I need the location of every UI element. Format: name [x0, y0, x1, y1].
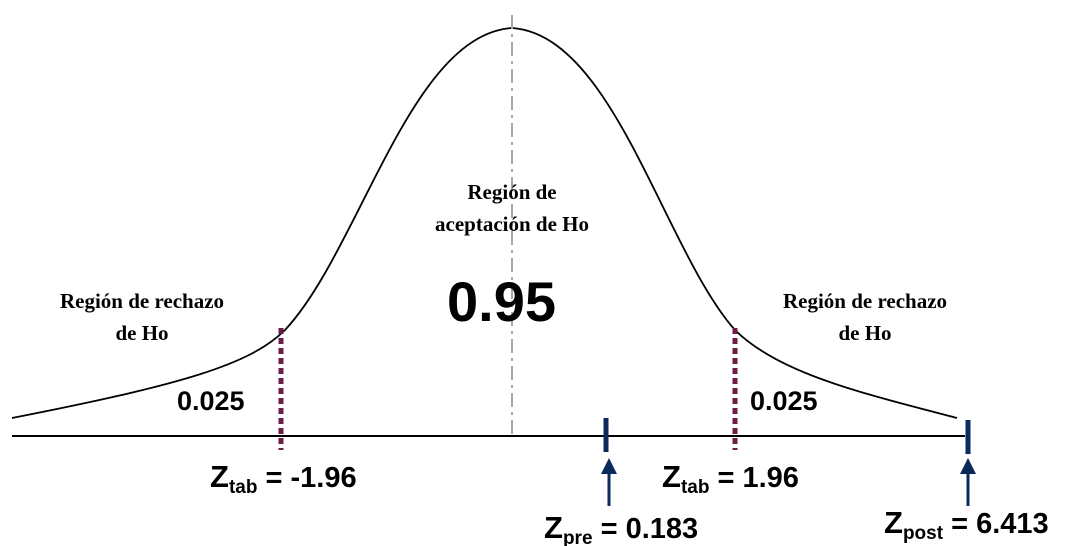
- acceptance-region-line-2: aceptación de Ho: [387, 208, 637, 240]
- z-post-label: Zpost = 6.413: [884, 506, 1049, 541]
- rejection-right-line-1: Región de rechazo: [750, 285, 980, 317]
- z-symbol: Z: [210, 459, 229, 494]
- rejection-right-line-2: de Ho: [750, 317, 980, 349]
- z-pre-label: Zpre = 0.183: [544, 511, 698, 546]
- acceptance-region-line-1: Región de: [387, 176, 637, 208]
- rejection-left-line-2: de Ho: [27, 317, 257, 349]
- right-tail-probability: 0.025: [750, 385, 818, 417]
- acceptance-probability: 0.95: [447, 272, 556, 332]
- z-tab-left-label: Ztab = -1.96: [210, 460, 357, 495]
- z-subscript: tab: [229, 477, 258, 498]
- z-post-arrow: [960, 458, 976, 506]
- z-subscript: pre: [563, 528, 593, 546]
- z-symbol: Z: [884, 505, 903, 540]
- rejection-region-left-label: Región de rechazo de Ho: [27, 285, 257, 349]
- z-pre-arrow: [601, 458, 617, 506]
- rejection-left-line-1: Región de rechazo: [27, 285, 257, 317]
- z-symbol: Z: [544, 510, 563, 545]
- z-subscript: post: [903, 523, 943, 544]
- z-symbol: Z: [662, 459, 681, 494]
- z-value-text: = 0.183: [593, 513, 699, 545]
- rejection-region-right-label: Región de rechazo de Ho: [750, 285, 980, 349]
- z-tab-right-label: Ztab = 1.96: [662, 460, 799, 495]
- z-subscript: tab: [681, 477, 710, 498]
- z-value-text: = 6.413: [943, 508, 1049, 540]
- z-value-text: = -1.96: [257, 462, 356, 494]
- z-value-text: = 1.96: [709, 462, 799, 494]
- acceptance-region-label: Región de aceptación de Ho: [387, 176, 637, 240]
- left-tail-probability: 0.025: [177, 385, 245, 417]
